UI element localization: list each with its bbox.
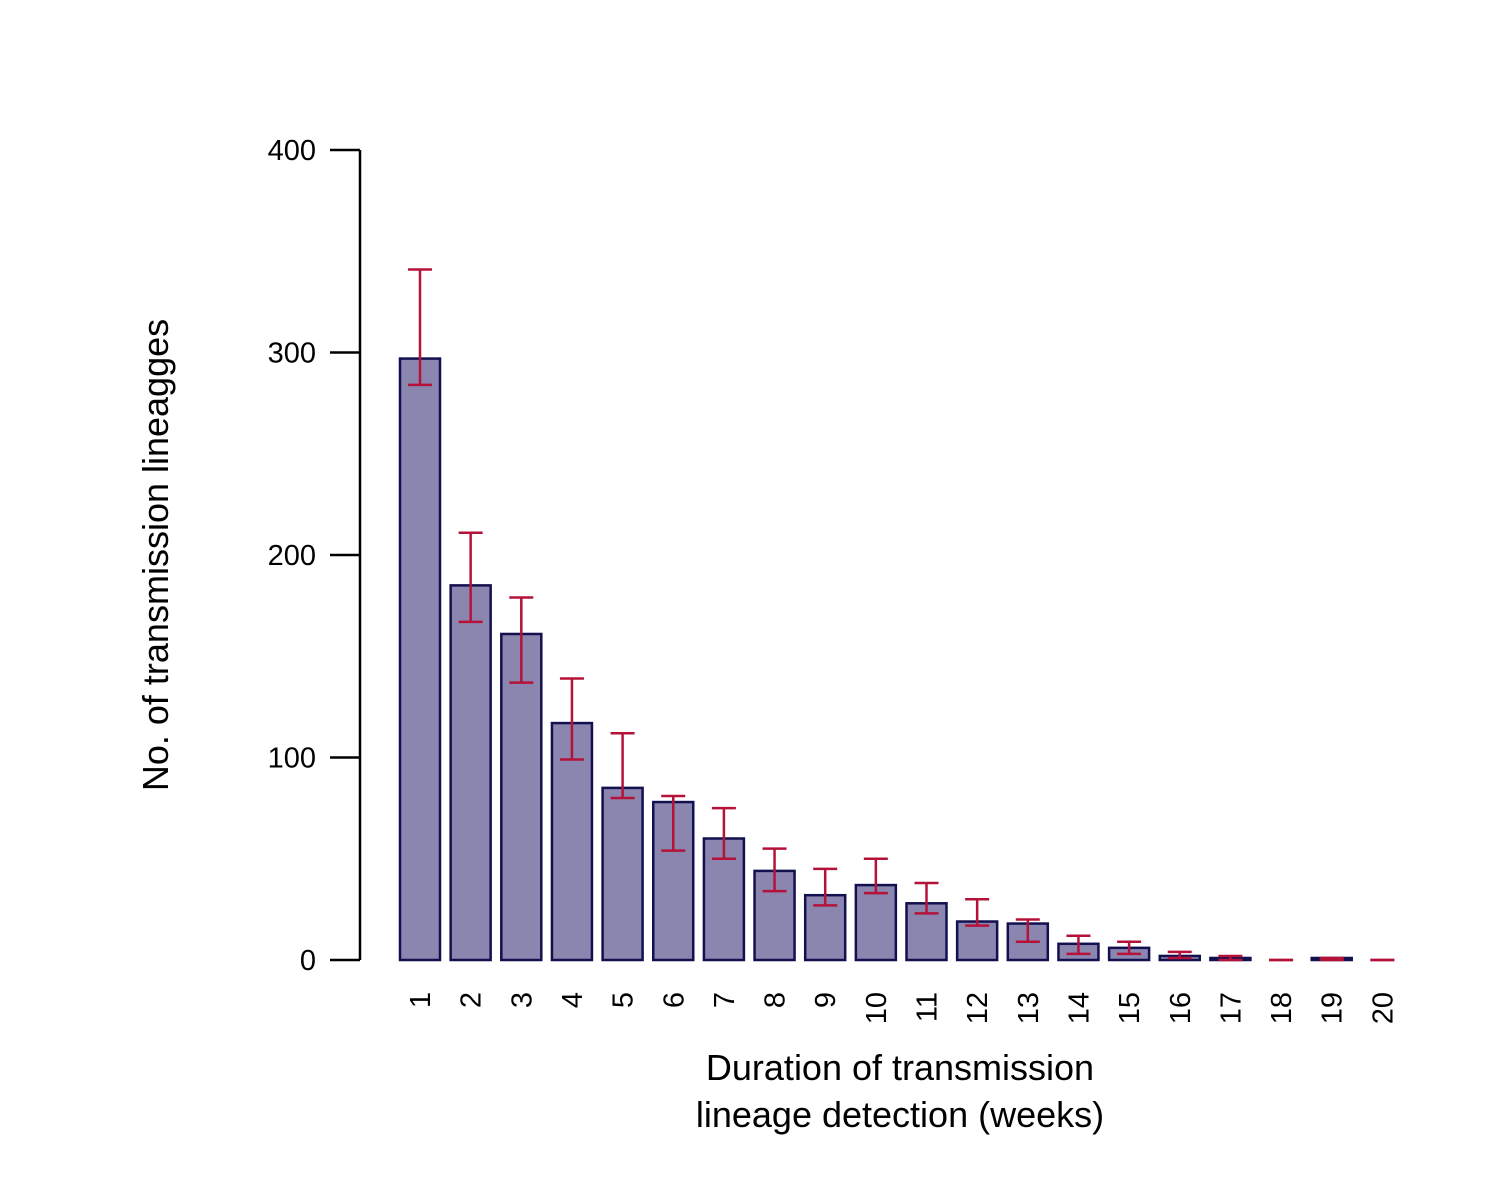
- error-bar: [1167, 950, 1192, 960]
- x-tick-label: 15: [1114, 992, 1146, 1024]
- x-tick-label: 1: [405, 992, 437, 1008]
- y-tick-label: 0: [300, 945, 316, 977]
- x-axis-title-line2: lineage detection (weeks): [696, 1094, 1104, 1135]
- bar: [601, 786, 644, 962]
- x-tick-label: 6: [658, 992, 690, 1008]
- x-tick-label: 4: [557, 992, 589, 1008]
- y-tick-label: 100: [268, 743, 316, 775]
- x-tick-label: 16: [1165, 992, 1197, 1024]
- bar: [955, 920, 999, 962]
- x-tick-label: 20: [1367, 992, 1399, 1024]
- error-bar: [1218, 954, 1243, 962]
- error-bar: [762, 847, 787, 893]
- x-tick-labels: 1 2 3 4 5 6 7 8 9 10 11 12 13 14 15 16 17 18 19 20: [405, 992, 1399, 1024]
- x-tick-label: 13: [1013, 992, 1045, 1024]
- error-bars-group: [408, 268, 1395, 962]
- error-bar: [1319, 956, 1344, 962]
- x-tick-label: 10: [861, 992, 893, 1024]
- x-tick-label: 12: [962, 992, 994, 1024]
- error-bar: [458, 531, 483, 624]
- y-tick-label: 300: [268, 338, 316, 370]
- error-bar: [1117, 940, 1142, 956]
- x-tick-label: 18: [1266, 992, 1298, 1024]
- y-axis-title: No. of transmission lineagges: [135, 319, 176, 791]
- x-tick-label: 2: [456, 992, 488, 1008]
- x-tick-label: 11: [912, 992, 944, 1022]
- x-tick-label: 5: [608, 992, 640, 1008]
- error-bar: [914, 881, 939, 915]
- error-bar: [559, 677, 584, 761]
- x-tick-label: 14: [1063, 992, 1095, 1024]
- error-bar: [610, 731, 635, 800]
- error-bar: [1066, 934, 1091, 956]
- bar: [449, 584, 492, 962]
- error-bar: [711, 806, 736, 860]
- error-bar: [1015, 918, 1040, 944]
- x-tick-label: 17: [1215, 992, 1247, 1024]
- error-bar: [509, 596, 534, 684]
- x-axis-title-line1: Duration of transmission: [706, 1047, 1094, 1088]
- y-tick-label: 200: [268, 540, 316, 572]
- error-bar: [863, 857, 888, 895]
- x-tick-label: 9: [810, 992, 842, 1008]
- x-tick-label: 7: [709, 992, 741, 1008]
- error-bar: [661, 794, 686, 852]
- y-axis: 0 100 200 300 400: [268, 135, 362, 977]
- x-tick-label: 8: [760, 992, 792, 1008]
- x-tick-label: 3: [506, 992, 538, 1008]
- bar: [398, 357, 442, 962]
- bar: [854, 883, 898, 962]
- error-bar: [813, 867, 838, 907]
- y-tick-label: 400: [268, 135, 316, 167]
- x-tick-label: 19: [1317, 992, 1349, 1024]
- error-bar: [408, 268, 432, 387]
- error-bar: [965, 898, 990, 927]
- bar: [500, 632, 543, 962]
